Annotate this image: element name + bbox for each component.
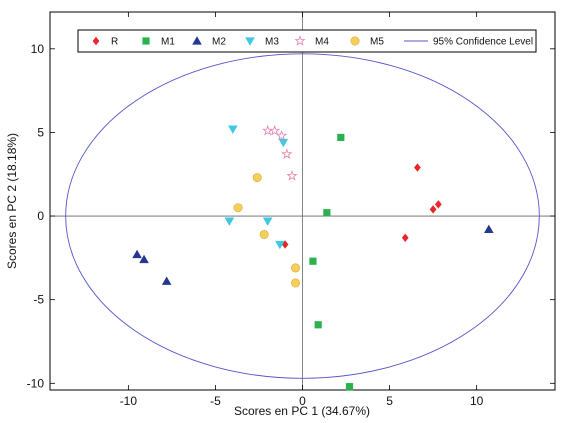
data-point-m3 — [278, 138, 289, 148]
data-point-m3 — [224, 217, 235, 226]
series-r — [281, 163, 442, 249]
data-point-m4 — [281, 148, 293, 159]
ticks-layer: -10 -5 0 5 10 -10 -5 0 5 10 — [27, 12, 555, 408]
axes-layer — [50, 12, 555, 390]
series-m5 — [233, 173, 301, 288]
points-layer — [132, 124, 494, 391]
x-axis-label: Scores en PC 1 (34.67%) — [234, 404, 370, 418]
data-point-m1 — [337, 133, 345, 142]
legend-item-m1: M1 — [142, 37, 175, 48]
data-point-m5 — [252, 173, 262, 183]
data-point-m5 — [259, 229, 269, 239]
x-tick-label: -10 — [120, 394, 138, 408]
data-point-m2 — [139, 254, 149, 264]
legend-item-m5: M5 — [350, 36, 384, 48]
legend-label-m4: M4 — [315, 37, 329, 48]
series-m2 — [132, 224, 494, 285]
x-tick-label: 0 — [299, 394, 306, 408]
data-point-m1 — [323, 209, 331, 217]
data-point-m2 — [161, 276, 172, 285]
data-point-m1 — [345, 383, 354, 391]
data-point-r — [281, 240, 289, 249]
x-tick-label: 5 — [386, 394, 393, 408]
y-tick-label: 10 — [31, 42, 45, 56]
legend-item-m4: M4 — [294, 35, 329, 48]
data-point-r — [434, 200, 442, 209]
data-point-r — [401, 233, 409, 242]
legend-label-confidence: 95% Confidence Level — [433, 37, 533, 48]
data-point-m3 — [228, 125, 238, 134]
legend-box — [77, 29, 537, 53]
ellipse-layer — [65, 53, 540, 379]
data-point-m2 — [484, 224, 494, 234]
data-point-r — [429, 205, 437, 214]
y-tick-label: -5 — [33, 293, 44, 307]
data-point-m5 — [291, 263, 301, 273]
data-point-m4 — [269, 124, 281, 136]
legend-label-m3: M3 — [265, 37, 279, 48]
data-point-m1 — [314, 321, 322, 329]
data-point-m3 — [275, 240, 285, 250]
y-tick-label: -10 — [27, 376, 45, 390]
legend-item-r: R — [92, 36, 118, 48]
data-point-m4 — [286, 170, 298, 181]
confidence-ellipse — [65, 53, 540, 379]
data-point-r — [414, 163, 421, 172]
legend-label-r: R — [111, 37, 118, 48]
data-point-m4 — [275, 129, 288, 141]
series-m1 — [309, 133, 354, 391]
x-tick-label: -5 — [210, 394, 221, 408]
legend-marker-m5 — [350, 36, 360, 46]
data-point-m1 — [309, 257, 317, 265]
legend-item-confidence: 95% Confidence Level — [404, 37, 533, 48]
legend-label-m5: M5 — [370, 37, 384, 48]
legend-marker-m2 — [192, 36, 202, 45]
legend-label-m2: M2 — [212, 37, 226, 48]
data-point-m5 — [291, 278, 301, 288]
y-axis-label: Scores en PC 2 (18.18%) — [5, 133, 19, 269]
data-point-m2 — [132, 249, 142, 259]
legend: R M1 M2 M3 M4 M5 95% Confidence Level — [77, 29, 537, 53]
x-tick-label: 10 — [470, 394, 484, 408]
legend-marker-m1 — [142, 37, 150, 45]
legend-marker-m3 — [245, 37, 255, 46]
legend-label-m1: M1 — [161, 37, 175, 48]
series-m3 — [224, 125, 289, 250]
series-m4 — [262, 124, 298, 181]
legend-marker-r — [92, 36, 100, 46]
data-point-m3 — [262, 217, 273, 226]
y-tick-label: 5 — [37, 125, 44, 139]
legend-item-m3: M3 — [245, 37, 279, 48]
y-tick-label: 0 — [37, 209, 44, 223]
legend-marker-m4 — [294, 35, 306, 46]
legend-item-m2: M2 — [192, 36, 226, 48]
legend-entries: R M1 M2 M3 M4 M5 95% Confidence Level — [92, 35, 533, 48]
data-point-m5 — [233, 203, 243, 213]
